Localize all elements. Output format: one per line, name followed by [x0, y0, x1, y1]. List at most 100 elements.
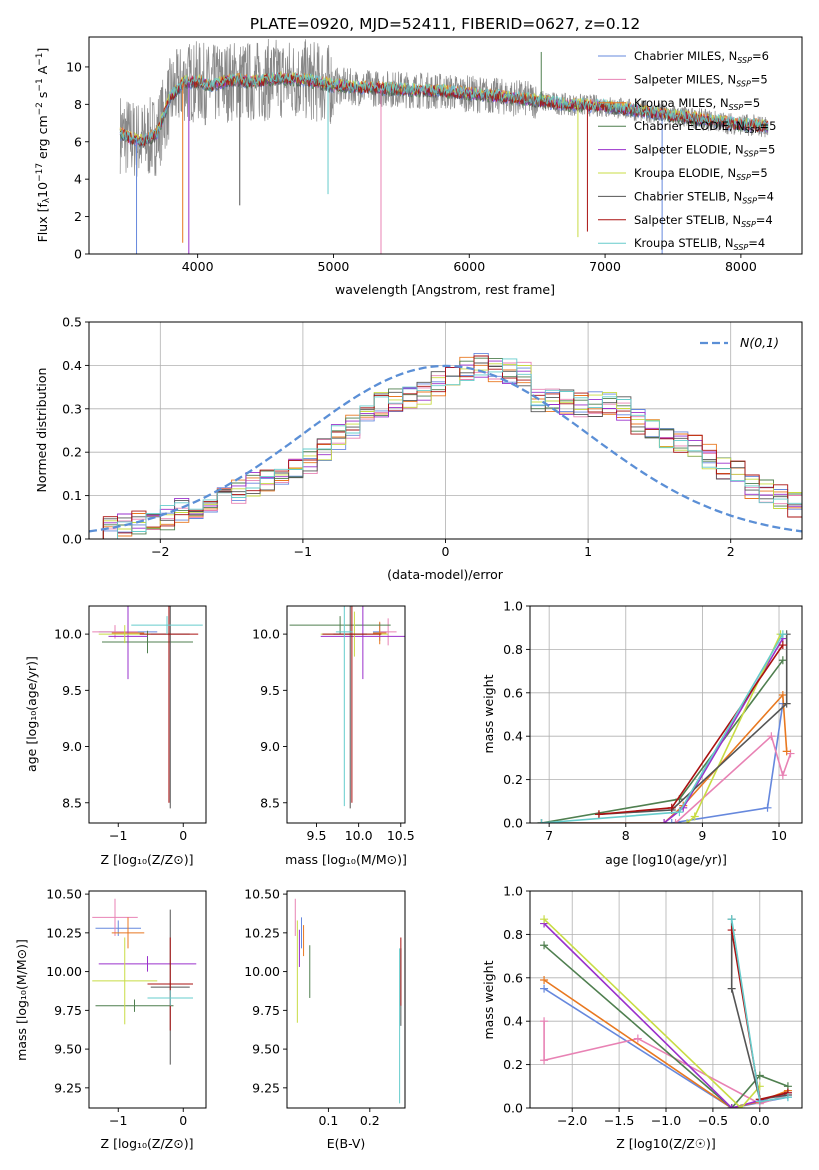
axes-frame: [88, 605, 207, 824]
massweight-marker: [594, 810, 603, 819]
y-tick-label: 0.5: [62, 315, 82, 330]
age-vs-mass-panel: 9.5 10.0 10.5 8.5 9.0 9.5 10.0 mass [log₁₀(M/M⊙…: [252, 605, 415, 867]
massweight-marker: [671, 819, 680, 823]
x-axis-label: Z [log₁₀(Z/Z⊙)]: [101, 1136, 194, 1151]
massweight-marker: [683, 819, 692, 823]
plot-area: [119, 38, 769, 254]
y-tick-label: 9.50: [252, 1042, 280, 1057]
y-axis-label: mass weight: [481, 960, 496, 1039]
y-tick-label: 10.00: [46, 964, 82, 979]
massweight-marker: [737, 1104, 746, 1108]
y-tick-label: 6: [74, 134, 82, 149]
y-tick-label: 10.0: [54, 627, 82, 642]
y-tick-label: 0.8: [503, 642, 523, 657]
massweight-line: [675, 734, 792, 823]
massweight-line: [543, 944, 789, 1108]
x-tick-label: 10.0: [345, 828, 373, 843]
x-axis-label: wavelength [Angstrom, rest frame]: [335, 282, 555, 297]
legend-entry: Chabrier MILES, NSSP=6: [634, 49, 769, 65]
x-tick-label: −2.0: [557, 1113, 587, 1128]
plot-area: [89, 352, 802, 539]
axes-frame: [88, 890, 207, 1109]
y-tick-label: 10.00: [244, 964, 280, 979]
x-tick-label: 0.2: [360, 1113, 380, 1128]
massweight-marker: [755, 1071, 764, 1080]
mass-vs-ebv-panel: 0.1 0.2 9.25 9.50 9.75 10.00 10.25 10.50 E(B-V): [244, 887, 406, 1151]
x-axis-label: (data-model)/error: [387, 567, 504, 582]
spectrum-legend: Chabrier MILES, NSSP=6 Salpeter MILES, NS…: [598, 49, 776, 252]
plot-area: [537, 630, 795, 823]
x-tick-label: 9.5: [307, 828, 327, 843]
x-tick-label: −1: [294, 544, 312, 559]
y-tick-label: 8.5: [62, 795, 82, 810]
legend-entry: Salpeter ELODIE, NSSP=5: [634, 143, 775, 159]
massweight-marker: [727, 915, 736, 924]
legend-entry: Kroupa MILES, NSSP=5: [634, 96, 760, 112]
massweight-line: [543, 918, 761, 1108]
massweight-marker: [675, 808, 684, 817]
massweight-marker: [667, 819, 676, 823]
x-tick-label: −1: [109, 828, 127, 843]
y-tick-label: 9.25: [54, 1080, 82, 1095]
x-tick-label: 0: [179, 1113, 187, 1128]
x-axis-label: E(B-V): [327, 1136, 366, 1151]
massweight-marker: [537, 819, 546, 823]
histogram-step: [89, 360, 802, 539]
y-tick-label: 0.4: [503, 729, 523, 744]
axes-frame: [529, 605, 803, 824]
histogram-step: [89, 356, 802, 539]
massweight-marker: [540, 1017, 549, 1026]
massweight-marker: [778, 656, 787, 665]
y-axis-label: mass [log₁₀(M/M⊙)]: [14, 939, 29, 1061]
plot-area: [540, 915, 792, 1108]
massweight-marker: [778, 690, 787, 699]
x-tick-label: 10.5: [387, 828, 415, 843]
y-tick-label: 8: [74, 97, 82, 112]
histogram-step: [89, 363, 802, 539]
y-axis-label: mass weight: [481, 674, 496, 753]
x-tick-label: 5000: [318, 259, 350, 274]
y-tick-label: 0.0: [62, 532, 82, 547]
legend-entry: Chabrier STELIB, NSSP=4: [634, 189, 774, 205]
massweight-marker: [727, 926, 736, 935]
y-tick-label: 9.0: [260, 739, 280, 754]
legend-entry: Salpeter MILES, NSSP=5: [634, 72, 768, 88]
histogram-step: [89, 355, 802, 539]
y-tick-label: 0.6: [503, 685, 523, 700]
x-tick-label: 7: [545, 828, 553, 843]
y-tick-label: 9.25: [252, 1080, 280, 1095]
x-axis-label: age [log10(age/yr)]: [605, 852, 727, 867]
massweight-marker: [727, 984, 736, 993]
x-tick-label: 6000: [453, 259, 485, 274]
figure-title: PLATE=0920, MJD=52411, FIBERID=0627, z=0…: [250, 15, 640, 33]
plot-area: [92, 898, 197, 1065]
histogram-step: [89, 362, 802, 539]
plot-area: [289, 606, 405, 809]
normal-reference-curve: [89, 364, 802, 533]
massweight-marker: [782, 747, 791, 756]
plot-area: [92, 606, 203, 809]
legend-entry: N(0,1): [740, 335, 779, 350]
x-axis-label: Z [log₁₀(Z/Z⊙)]: [101, 852, 194, 867]
y-tick-label: 9.0: [62, 739, 82, 754]
x-tick-label: 7000: [589, 259, 621, 274]
x-tick-label: 0: [442, 544, 450, 559]
y-tick-label: 0.0: [503, 816, 523, 831]
massweight-marker: [778, 641, 787, 650]
age-vs-metallicity-panel: −1 0 8.5 9.0 9.5 10.0 Z [log₁₀(Z/Z⊙)] age [log₁…: [24, 605, 207, 867]
y-tick-label: 1.0: [503, 599, 523, 614]
y-tick-label: 9.5: [62, 683, 82, 698]
plot-area: [294, 898, 402, 1104]
axes-frame: [88, 36, 803, 255]
massweight-marker: [633, 1034, 642, 1043]
massweight-marker: [690, 812, 699, 821]
x-tick-label: −1.0: [651, 1113, 681, 1128]
massweight-marker: [767, 732, 776, 741]
y-tick-label: 10.25: [46, 925, 82, 940]
legend-entry: Salpeter STELIB, NSSP=4: [634, 213, 773, 229]
y-tick-label: 0.4: [62, 358, 82, 373]
massweight-marker: [540, 1056, 549, 1065]
spectrum-panel: 4000 5000 6000 7000 8000 0 2 4 6 8 10 wavelength [A…: [35, 36, 803, 297]
x-tick-label: 9: [698, 828, 706, 843]
